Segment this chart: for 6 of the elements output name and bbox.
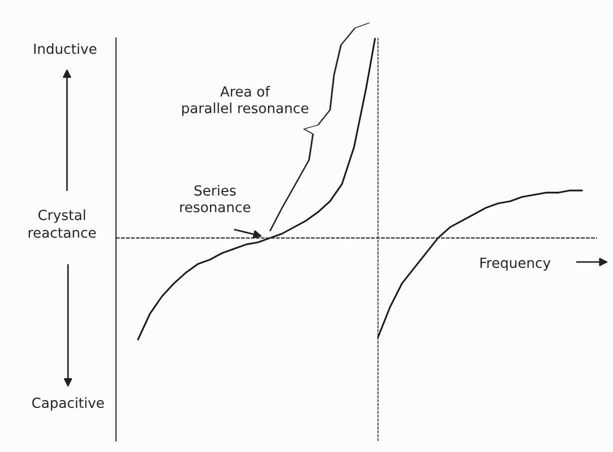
x-axis-title: Frequency: [480, 258, 550, 271]
y-axis-title: Crystal reactance: [28, 209, 96, 238]
text: Capacitive: [32, 397, 104, 411]
annotation: Series resonance: [180, 184, 250, 212]
text: Inductive: [34, 43, 96, 54]
annotation: Area of parallel resonance: [182, 86, 308, 116]
